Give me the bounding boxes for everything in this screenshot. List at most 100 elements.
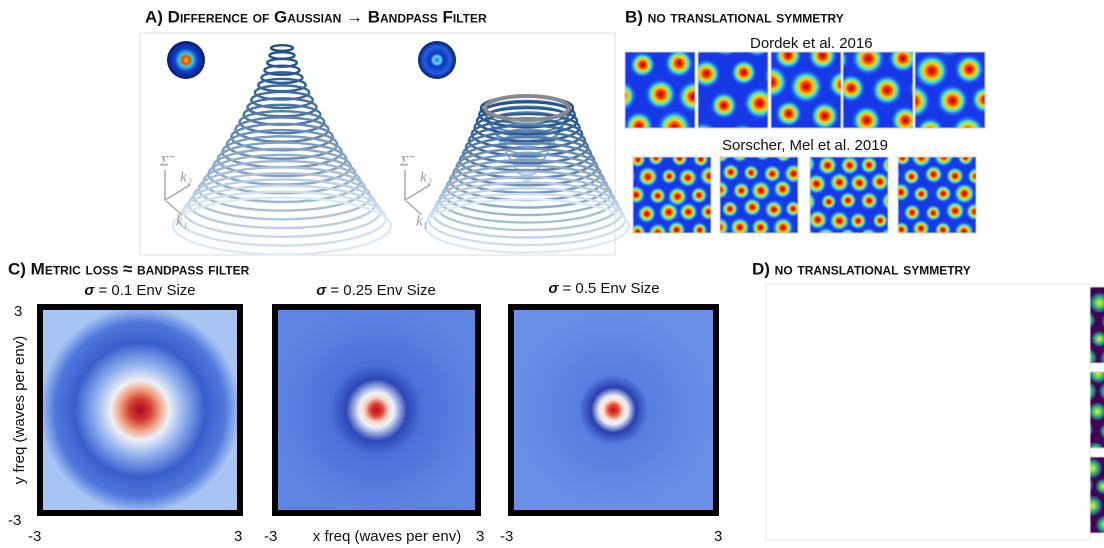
firing-field (956, 157, 975, 167)
firing-field (774, 157, 792, 164)
firing-field (953, 220, 975, 233)
rate-map (915, 52, 985, 128)
firing-field (848, 172, 871, 194)
axis-label: k₁ (176, 213, 188, 229)
firing-field (843, 73, 866, 103)
firing-field (636, 203, 658, 225)
firing-field (698, 164, 711, 187)
firing-field (1087, 401, 1104, 422)
firing-field (708, 226, 711, 233)
firing-field (859, 190, 880, 211)
firing-field (771, 216, 795, 233)
firing-field (698, 121, 717, 128)
inner-ring (507, 151, 547, 163)
firing-field (807, 52, 838, 72)
firing-field (773, 52, 803, 71)
sigma: σ (84, 282, 95, 299)
firing-field (689, 185, 709, 205)
firing-field (810, 191, 818, 213)
firing-field (966, 166, 976, 186)
firing-field (633, 184, 647, 206)
firing-field (720, 157, 730, 164)
firing-field (676, 79, 695, 114)
firing-field (698, 52, 703, 58)
firing-field (1088, 291, 1104, 314)
firing-field (923, 164, 944, 185)
firing-field (859, 157, 879, 175)
firing-field (810, 208, 829, 231)
subplot-label: = 0.25 Env Size (330, 282, 435, 299)
firing-field (660, 167, 678, 185)
firing-field (827, 69, 841, 100)
firing-field (902, 203, 922, 223)
firing-field (763, 64, 768, 87)
x-tick-label: -3 (28, 528, 41, 545)
firing-field (1087, 372, 1104, 385)
firing-field (859, 227, 878, 233)
rate-map-border (809, 156, 889, 234)
firing-field (633, 168, 637, 184)
firing-field (714, 52, 737, 58)
contour-ring (250, 90, 314, 110)
contour-ring (423, 198, 631, 254)
firing-field (678, 201, 699, 223)
rate-map (698, 52, 768, 128)
firing-field (784, 199, 798, 218)
x-tick-label: -3 (500, 528, 513, 545)
firing-field (880, 157, 888, 175)
firing-field (820, 193, 838, 211)
subplot-title: σ = 0.5 Env Size (548, 280, 659, 297)
firing-field (870, 73, 904, 107)
firing-field (698, 58, 722, 89)
firing-field (898, 204, 901, 220)
rate-map-border (624, 51, 696, 129)
axis-label: k₂ (420, 169, 432, 185)
firing-field (1099, 349, 1104, 363)
panel-title: D) no translational symmetry (752, 259, 971, 278)
firing-field (656, 109, 693, 128)
firing-field (915, 52, 926, 57)
firing-field (850, 104, 883, 128)
firing-field (871, 211, 888, 230)
rate-map (898, 157, 976, 233)
firing-field (742, 164, 760, 182)
firing-field (869, 171, 888, 193)
firing-field (795, 183, 798, 197)
firing-field (720, 179, 731, 201)
firing-field (890, 104, 913, 128)
firing-field (746, 52, 768, 58)
rate-map (633, 157, 711, 233)
firing-field (924, 204, 943, 222)
firing-field (647, 222, 669, 233)
firing-field (625, 110, 655, 128)
firing-field (648, 186, 668, 206)
firing-field (935, 52, 962, 58)
firing-field (974, 188, 976, 199)
rate-map (625, 52, 695, 128)
rate-map-border (697, 51, 769, 129)
firing-field (910, 157, 933, 169)
firing-field (742, 196, 763, 218)
firing-field (788, 68, 824, 105)
sigma: σ (548, 280, 559, 297)
subplot-label: = 0.1 Env Size (98, 282, 195, 299)
firing-field (749, 179, 772, 202)
firing-field (1098, 422, 1104, 440)
rate-map-border (632, 156, 712, 234)
contour-ring (263, 64, 301, 77)
firing-field (670, 157, 689, 168)
contour-ring (260, 71, 304, 85)
firing-field (839, 227, 856, 233)
firing-field (636, 165, 660, 188)
firing-field (795, 221, 798, 233)
contour-ring (478, 100, 576, 129)
firing-field (964, 201, 976, 222)
x-tick-label: 3 (234, 528, 242, 545)
sigma: σ (316, 282, 327, 299)
firing-field (1094, 514, 1104, 533)
firing-field (828, 171, 851, 194)
firing-field (879, 226, 888, 233)
firing-field (774, 99, 803, 128)
firing-field (644, 77, 678, 111)
firing-field (953, 53, 985, 85)
